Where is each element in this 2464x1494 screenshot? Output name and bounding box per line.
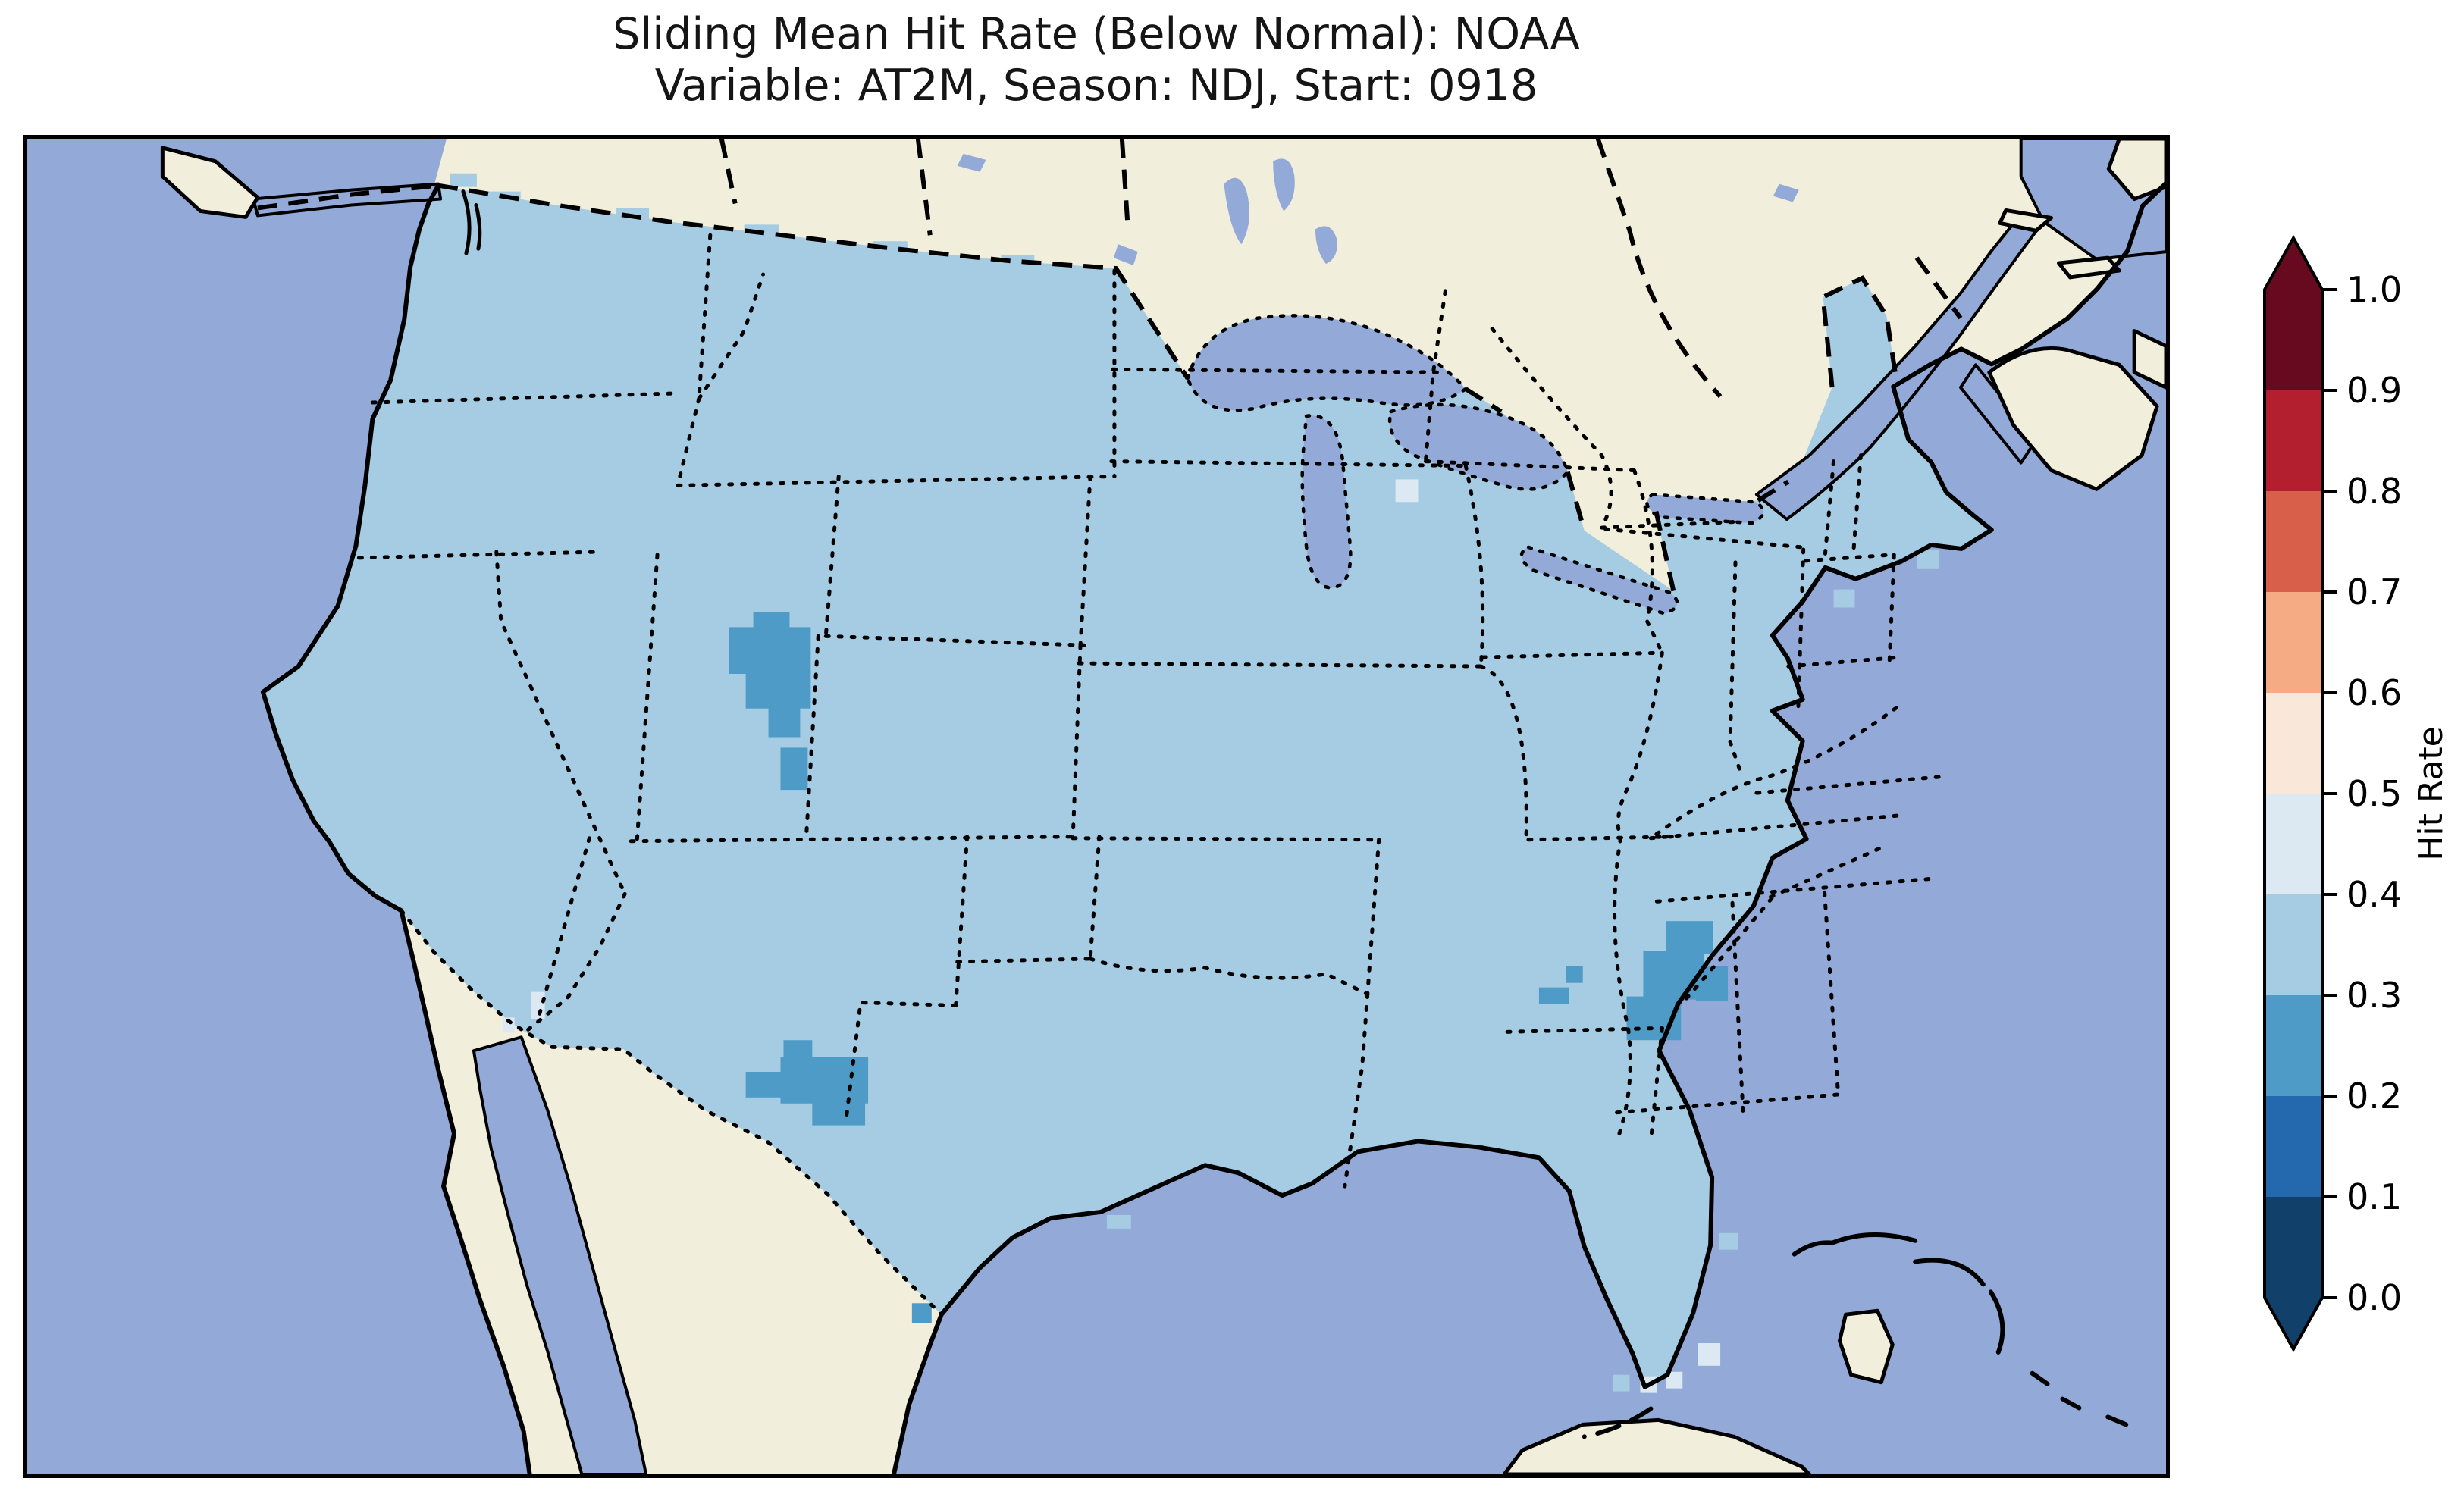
colorbar-bin-0.9-1.0 <box>2265 290 2322 390</box>
state-borders <box>356 233 1948 1189</box>
colorbar-bin-0.5-0.6 <box>2265 693 2322 794</box>
anomaly-cell-florida-keys-light-cell <box>1613 1374 1630 1392</box>
colorbar-tick-label: 0.5 <box>2346 773 2402 814</box>
puget-sound-inlets <box>461 189 482 255</box>
colorbar-tick-label: 0.2 <box>2346 1076 2402 1117</box>
colorbar-tick-label: 0.0 <box>2346 1277 2402 1318</box>
great-lakes <box>1186 314 1766 615</box>
anomaly-cell-west-texas-cluster <box>780 1057 869 1104</box>
colorbar-tick-label: 1.0 <box>2346 269 2402 310</box>
prince-edward-island <box>2057 255 2121 280</box>
canada-lakes <box>957 153 1811 496</box>
anomaly-cell-west-texas-cluster <box>783 1040 813 1060</box>
anomaly-cell-south-dakota-cell <box>1395 479 1419 503</box>
hit-rate-anomaly-cells <box>502 479 1729 1393</box>
colorbar-bin-0.7-0.8 <box>2265 491 2322 592</box>
anticosti-island <box>1998 208 2054 233</box>
colorbar-tick-label: 0.8 <box>2346 471 2402 512</box>
lake-superior <box>1186 314 1469 412</box>
cuba <box>1502 1417 1812 1474</box>
figure-title-line2: Variable: AT2M, Season: NDJ, Start: 0918 <box>654 61 1538 111</box>
colorbar: 1.0 0.9 0.8 0.7 0.6 0.5 0.4 0.3 0.2 0.1 0.0 Hit Rat… <box>2256 235 2464 1357</box>
colorbar-bin-0.4-0.5 <box>2265 794 2322 894</box>
colorbar-bin-0.2-0.3 <box>2265 995 2322 1096</box>
us-map-svg <box>27 139 2166 1474</box>
colorbar-bin-0.0-0.1 <box>2265 1197 2322 1298</box>
map-axes <box>23 135 2170 1478</box>
colorbar-extend-under-arrow <box>2265 1298 2322 1349</box>
colorbar-axis-label: Hit Rate <box>2412 726 2450 860</box>
anomaly-cell-carolina-coast-cluster <box>1643 951 1704 1000</box>
mexico-border <box>399 908 944 1317</box>
lake-michigan <box>1300 414 1353 590</box>
vancouver-island <box>160 146 260 219</box>
st-lawrence-river <box>1754 212 2044 521</box>
colorbar-extend-over-arrow <box>2265 238 2322 290</box>
anomaly-cell-georgia-cells <box>1566 966 1583 983</box>
figure-title-line1: Sliding Mean Hit Rate (Below Normal): NO… <box>613 9 1580 59</box>
anomaly-cell-carolina-coast-cluster <box>1666 921 1713 954</box>
anomaly-cell-rio-grande-valley-cell <box>911 1303 932 1323</box>
colorbar-bin-0.1-0.2 <box>2265 1096 2322 1197</box>
nova-scotia <box>1987 346 2159 491</box>
lake-huron <box>1387 402 1570 491</box>
colorbar-tick-label: 0.6 <box>2346 672 2402 713</box>
lake-ontario <box>1645 493 1766 525</box>
bahamas-island-chains <box>1792 1232 2129 1427</box>
colorbar-bin-0.6-0.7 <box>2265 592 2322 693</box>
anomaly-cell-wyoming-colorado-cluster <box>753 612 790 629</box>
anomaly-cell-georgia-cells <box>1538 987 1569 1004</box>
canada-province-borders <box>719 139 1963 399</box>
anomaly-cell-florida-keys-pale-cells <box>1666 1371 1683 1389</box>
pacific-coastline <box>260 183 532 1474</box>
lake-erie <box>1519 545 1679 615</box>
andros-island <box>1838 1308 1895 1385</box>
anomaly-cell-new-mexico-border-cells <box>531 991 545 1019</box>
anomaly-cell-wyoming-colorado-cluster <box>768 705 801 738</box>
colorbar-svg: 1.0 0.9 0.8 0.7 0.6 0.5 0.4 0.3 0.2 0.1 0.0 Hit Rat… <box>2263 235 2450 1353</box>
newfoundland <box>2106 139 2166 202</box>
colorbar-tick-label: 0.1 <box>2346 1176 2402 1217</box>
colorbar-tick-label: 0.9 <box>2346 370 2402 411</box>
cape-breton <box>2132 329 2166 390</box>
colorbar-tick-label: 0.4 <box>2346 874 2402 915</box>
anomaly-cell-wyoming-colorado-cluster <box>729 627 811 674</box>
colorbar-bin-0.3-0.4 <box>2265 894 2322 995</box>
colorbar-bin-0.8-0.9 <box>2265 390 2322 491</box>
gulf-of-california <box>472 1035 648 1474</box>
anomaly-cell-colorado-cell <box>780 747 808 791</box>
anomaly-cell-wyoming-colorado-cluster <box>745 671 811 709</box>
anomaly-cell-west-texas-cluster <box>812 1099 866 1126</box>
anomaly-cell-florida-keys-pale-cells <box>1698 1342 1721 1366</box>
florida-keys <box>1582 1406 1654 1439</box>
canada-border <box>257 183 1899 592</box>
colorbar-tick-label: 0.7 <box>2346 572 2402 612</box>
anomaly-cell-west-texas-cluster <box>745 1072 784 1098</box>
colorbar-tick-label: 0.3 <box>2346 975 2402 1016</box>
